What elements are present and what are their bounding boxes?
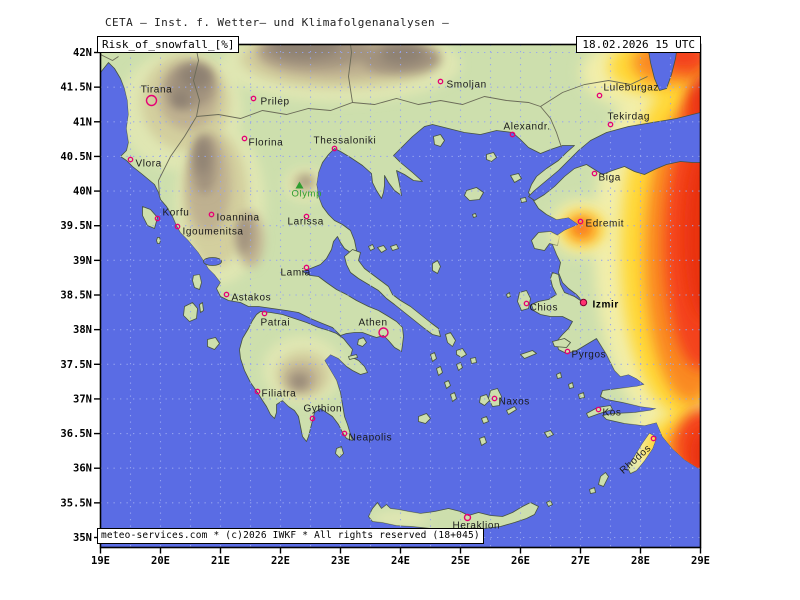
city-marker-filiatra bbox=[254, 388, 261, 395]
city-label-astakos: Astakos bbox=[232, 293, 272, 304]
city-marker-patrai bbox=[261, 310, 268, 317]
lat-tick-label: 42N bbox=[73, 47, 92, 59]
lon-tick-label: 24E bbox=[391, 555, 410, 567]
city-marker-lamia bbox=[303, 264, 310, 271]
lon-tick-label: 23E bbox=[331, 555, 350, 567]
city-marker-rhodos bbox=[650, 435, 657, 442]
city-label-naxos: Naxos bbox=[499, 397, 530, 408]
city-label-neapolis: Neapolis bbox=[349, 433, 393, 444]
city-marker-igoumenitsa bbox=[174, 223, 181, 230]
lat-tick-label: 37N bbox=[73, 393, 92, 405]
city-marker-neapolis bbox=[341, 430, 348, 437]
city-label-izmir: Izmir bbox=[593, 300, 619, 311]
city-marker-edremit bbox=[577, 218, 584, 225]
city-label-thessaloniki: Thessaloniki bbox=[314, 136, 377, 147]
city-label-florina: Florina bbox=[249, 138, 284, 149]
city-label-olymp: Olymp bbox=[292, 189, 322, 200]
lat-tick-label: 39N bbox=[73, 255, 92, 267]
city-marker-naxos bbox=[491, 395, 498, 402]
lon-tick-label: 22E bbox=[271, 555, 290, 567]
lon-tick-label: 28E bbox=[631, 555, 650, 567]
axis-tick-labels: 42N 41.5N 41N 40.5N 40N 39.5N 39N 38.5N 38N 37.5N… bbox=[60, 47, 710, 567]
city-label-patrai: Patrai bbox=[261, 318, 291, 329]
lat-tick-label: 39.5N bbox=[60, 220, 92, 232]
city-label-gythion: Gythion bbox=[304, 404, 343, 415]
lon-tick-label: 20E bbox=[151, 555, 170, 567]
city-marker-larissa bbox=[303, 213, 310, 220]
product-label: Risk_of_snowfall_[%] bbox=[97, 36, 240, 53]
city-marker-izmir bbox=[579, 298, 588, 307]
city-marker-tirana bbox=[145, 94, 158, 107]
city-marker-tekirdag bbox=[607, 121, 614, 128]
city-label-korfu: Korfu bbox=[163, 208, 190, 219]
city-label-filiatra: Filiatra bbox=[262, 389, 297, 400]
city-marker-thessaloniki bbox=[331, 145, 338, 152]
lat-tick-label: 41.5N bbox=[60, 82, 92, 94]
city-marker-astakos bbox=[223, 291, 230, 298]
city-label-lamia: Lamia bbox=[281, 268, 311, 279]
city-label-pyrgos: Pyrgos bbox=[572, 350, 607, 361]
lat-tick-label: 36.5N bbox=[60, 428, 92, 440]
city-label-ioannina: Ioannina bbox=[217, 213, 260, 224]
lon-tick-label: 29E bbox=[691, 555, 710, 567]
aegean-ionian-islands bbox=[142, 132, 657, 507]
datetime-label: 18.02.2026 15 UTC bbox=[576, 36, 701, 53]
institute-title: CETA — Inst. f. Wetter— und Klimafolgena… bbox=[105, 16, 450, 29]
city-marker-kos bbox=[595, 406, 602, 413]
euboea-island bbox=[344, 249, 441, 337]
city-marker-prilep bbox=[250, 95, 257, 102]
city-label-heraklion: Heraklion bbox=[453, 521, 501, 532]
city-marker-chios bbox=[523, 300, 530, 307]
city-label-tekirdag: Tekirdag bbox=[608, 112, 651, 123]
lat-tick-label: 35N bbox=[73, 532, 92, 544]
city-marker-ioannina bbox=[208, 211, 215, 218]
city-label-larissa: Larissa bbox=[288, 217, 324, 228]
city-label-alexandr: Alexandr. bbox=[504, 122, 551, 133]
city-marker-korfu bbox=[154, 215, 161, 222]
lon-tick-label: 21E bbox=[211, 555, 230, 567]
ambracian-gulf bbox=[203, 257, 222, 266]
city-label-tirana: Tirana bbox=[141, 85, 173, 96]
city-markers-and-labels: Tirana Prilep Smoljan Luleburgaz Tekirdag Ale… bbox=[127, 78, 659, 532]
lat-tick-label: 40.5N bbox=[60, 151, 92, 163]
lat-tick-label: 36N bbox=[73, 463, 92, 475]
lat-tick-label: 38.5N bbox=[60, 290, 92, 302]
peak-marker-olymp bbox=[295, 181, 304, 189]
lat-tick-label: 37.5N bbox=[60, 359, 92, 371]
city-label-chios: Chios bbox=[530, 303, 559, 314]
lon-tick-label: 27E bbox=[571, 555, 590, 567]
city-marker-heraklion bbox=[463, 513, 472, 522]
lat-tick-label: 38N bbox=[73, 324, 92, 336]
city-label-igoumenitsa: Igoumenitsa bbox=[183, 227, 244, 238]
city-label-vlora: Vlora bbox=[136, 159, 162, 170]
city-label-luleburgaz: Luleburgaz bbox=[604, 83, 659, 94]
city-marker-vlora bbox=[127, 156, 134, 163]
lon-tick-label: 19E bbox=[91, 555, 110, 567]
city-label-smoljan: Smoljan bbox=[447, 80, 487, 91]
city-label-prilep: Prilep bbox=[261, 97, 290, 108]
city-marker-luleburgaz bbox=[596, 92, 603, 99]
lat-tick-label: 40N bbox=[73, 186, 92, 198]
city-label-kos: Kos bbox=[603, 408, 622, 419]
city-label-biga: Biga bbox=[599, 173, 621, 184]
city-label-athen: Athen bbox=[359, 318, 388, 329]
city-marker-athen bbox=[378, 327, 389, 338]
country-borders bbox=[100, 44, 648, 197]
lat-tick-label: 41N bbox=[73, 116, 92, 128]
city-marker-florina bbox=[241, 135, 248, 142]
city-marker-smoljan bbox=[437, 78, 444, 85]
copyright-label: meteo-services.com * (c)2026 IWKF * All … bbox=[97, 528, 484, 544]
lon-tick-label: 26E bbox=[511, 555, 530, 567]
city-marker-biga bbox=[591, 170, 598, 177]
city-marker-pyrgos bbox=[564, 348, 571, 355]
lat-tick-label: 35.5N bbox=[60, 497, 92, 509]
city-marker-alexandr bbox=[509, 131, 516, 138]
lon-tick-label: 25E bbox=[451, 555, 470, 567]
city-label-edremit: Edremit bbox=[586, 219, 625, 230]
city-marker-gythion bbox=[309, 415, 316, 422]
